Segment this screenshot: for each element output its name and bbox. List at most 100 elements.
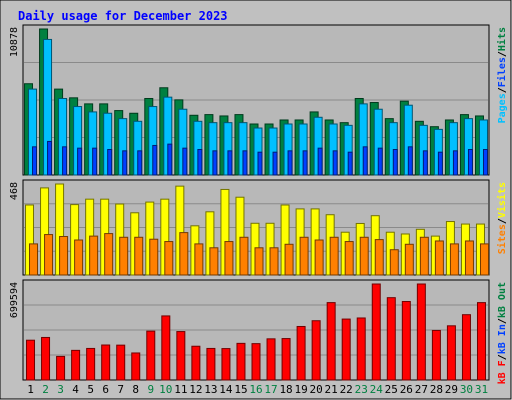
bar bbox=[227, 150, 233, 176]
bar bbox=[179, 232, 189, 276]
bar bbox=[362, 146, 368, 176]
bar bbox=[359, 236, 369, 276]
panel-legend: Sites/Visits bbox=[496, 182, 508, 254]
x-tick-label: 19 bbox=[294, 383, 307, 396]
bar bbox=[302, 150, 308, 176]
bar bbox=[284, 243, 294, 276]
x-tick-label: 9 bbox=[147, 383, 154, 396]
bar bbox=[299, 236, 309, 276]
bar bbox=[107, 148, 113, 176]
bar bbox=[476, 302, 486, 381]
panel-legend: Pages/Files/Hits bbox=[496, 27, 508, 123]
bar bbox=[329, 236, 339, 276]
bar bbox=[209, 247, 219, 276]
legend-entry: kB F bbox=[497, 360, 508, 384]
x-tick-label: 2 bbox=[42, 383, 49, 396]
bar bbox=[101, 344, 111, 381]
bar bbox=[119, 236, 129, 276]
bar bbox=[149, 238, 159, 276]
bar bbox=[296, 325, 306, 381]
bar bbox=[281, 338, 291, 381]
bar bbox=[431, 329, 441, 381]
bar bbox=[182, 147, 188, 176]
x-tick-label: 22 bbox=[340, 383, 353, 396]
x-tick-label: 8 bbox=[132, 383, 139, 396]
bar bbox=[386, 297, 396, 381]
chart-panels: 10878Pages/Files/Hits468Sites/Visits6995… bbox=[9, 24, 508, 384]
bar bbox=[164, 241, 174, 276]
bar bbox=[257, 151, 263, 176]
bar bbox=[356, 317, 366, 381]
x-tick-label: 28 bbox=[430, 383, 443, 396]
bar bbox=[89, 235, 99, 276]
x-tick-label: 13 bbox=[204, 383, 217, 396]
legend-entry: kB In bbox=[497, 324, 508, 354]
bar bbox=[236, 342, 246, 381]
x-tick-label: 11 bbox=[174, 383, 187, 396]
bar bbox=[254, 247, 264, 276]
x-tick-label: 17 bbox=[264, 383, 277, 396]
legend-entry: Pages bbox=[497, 93, 508, 123]
bar bbox=[59, 236, 69, 276]
bar bbox=[401, 301, 411, 381]
x-tick-label: 5 bbox=[87, 383, 94, 396]
series-sites bbox=[29, 232, 489, 276]
chart-title: Daily usage for December 2023 bbox=[18, 9, 228, 23]
bar bbox=[371, 283, 381, 381]
bar bbox=[206, 347, 216, 381]
bar bbox=[146, 330, 156, 381]
bar bbox=[332, 150, 338, 176]
bar bbox=[464, 240, 474, 276]
x-tick-label: 10 bbox=[159, 383, 172, 396]
bar bbox=[41, 336, 51, 381]
bar bbox=[56, 355, 66, 381]
panel-legend: kB F/kB In/kB Out bbox=[497, 282, 508, 384]
bar bbox=[419, 236, 429, 276]
legend-entry: Hits bbox=[496, 27, 508, 51]
bar bbox=[269, 247, 279, 276]
bar bbox=[77, 147, 83, 176]
bar bbox=[74, 239, 84, 276]
bar bbox=[449, 243, 459, 276]
bar bbox=[287, 150, 293, 176]
bar bbox=[347, 151, 353, 176]
bar bbox=[452, 150, 458, 176]
bar bbox=[194, 243, 204, 276]
legend-entry: Sites bbox=[496, 224, 508, 254]
bar bbox=[29, 243, 39, 276]
x-tick-label: 29 bbox=[445, 383, 458, 396]
x-tick-label: 4 bbox=[72, 383, 79, 396]
panel-max-label: 468 bbox=[9, 182, 20, 200]
x-tick-label: 3 bbox=[57, 383, 64, 396]
bar bbox=[416, 283, 426, 381]
x-tick-label: 16 bbox=[249, 383, 262, 396]
bar bbox=[377, 147, 383, 176]
bar bbox=[137, 150, 143, 176]
x-tick-label: 14 bbox=[219, 383, 233, 396]
bar bbox=[314, 239, 324, 276]
legend-entry: / bbox=[497, 318, 508, 324]
bar bbox=[326, 302, 336, 381]
bar bbox=[434, 240, 444, 276]
x-tick-label: 15 bbox=[234, 383, 247, 396]
x-tick-label: 30 bbox=[460, 383, 473, 396]
x-tick-label: 24 bbox=[370, 383, 384, 396]
bar bbox=[461, 314, 471, 381]
bar bbox=[239, 236, 249, 276]
bar bbox=[221, 348, 231, 381]
bar bbox=[152, 144, 158, 176]
bar bbox=[131, 352, 141, 381]
bar bbox=[374, 239, 384, 276]
bar bbox=[86, 347, 96, 381]
x-tick-label: 6 bbox=[102, 383, 109, 396]
bar bbox=[422, 150, 428, 176]
bar bbox=[341, 318, 351, 381]
legend-entry: / bbox=[497, 87, 508, 93]
bar bbox=[272, 151, 278, 176]
x-tick-label: 23 bbox=[355, 383, 368, 396]
legend-entry: / bbox=[497, 51, 508, 57]
x-tick-label: 18 bbox=[279, 383, 292, 396]
legend-entry: Files bbox=[496, 57, 508, 87]
